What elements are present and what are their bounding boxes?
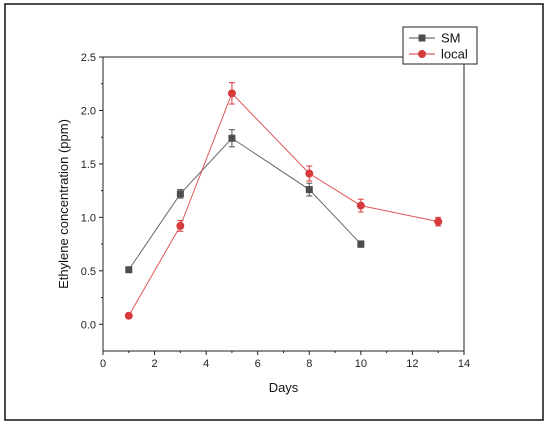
data-point bbox=[356, 201, 365, 210]
x-axis-title: Days bbox=[269, 380, 299, 395]
y-axis: 0.0 0.5 1.0 1.5 2.0 2.5 bbox=[81, 52, 103, 331]
y-tick-label: 2.5 bbox=[81, 52, 96, 64]
data-point bbox=[124, 311, 133, 320]
legend-marker bbox=[418, 50, 426, 58]
x-tick-label: 12 bbox=[406, 358, 418, 370]
data-point bbox=[305, 186, 313, 194]
series-local bbox=[124, 82, 443, 320]
data-point bbox=[305, 169, 314, 178]
x-tick-label: 2 bbox=[152, 358, 158, 370]
x-axis: 0 2 4 6 8 10 12 14 bbox=[100, 351, 470, 370]
y-tick-label: 1.0 bbox=[81, 212, 96, 224]
data-point bbox=[357, 240, 365, 248]
data-point bbox=[227, 89, 236, 98]
legend-marker bbox=[418, 34, 426, 42]
x-tick-label: 4 bbox=[203, 358, 209, 370]
y-axis-title: Ethylene concentration (ppm) bbox=[56, 119, 71, 289]
data-point bbox=[228, 134, 236, 142]
x-tick-label: 6 bbox=[255, 358, 261, 370]
data-point bbox=[176, 221, 185, 230]
legend-box bbox=[402, 26, 478, 65]
series-line bbox=[128, 92, 439, 316]
series-sm bbox=[125, 129, 365, 274]
y-tick-label: 1.5 bbox=[81, 159, 96, 171]
data-point bbox=[434, 217, 443, 226]
legend-label: SM bbox=[441, 31, 461, 46]
series-layer bbox=[124, 82, 443, 320]
x-tick-label: 8 bbox=[306, 358, 312, 370]
legend-label: local bbox=[441, 47, 468, 62]
data-point bbox=[125, 266, 133, 274]
y-tick-label: 2.0 bbox=[81, 105, 96, 117]
y-tick-label: 0.5 bbox=[81, 266, 96, 278]
x-tick-label: 0 bbox=[100, 358, 106, 370]
data-point bbox=[176, 190, 184, 198]
x-tick-label: 10 bbox=[355, 358, 367, 370]
x-tick-label: 14 bbox=[458, 358, 470, 370]
y-tick-label: 0.0 bbox=[81, 319, 96, 331]
